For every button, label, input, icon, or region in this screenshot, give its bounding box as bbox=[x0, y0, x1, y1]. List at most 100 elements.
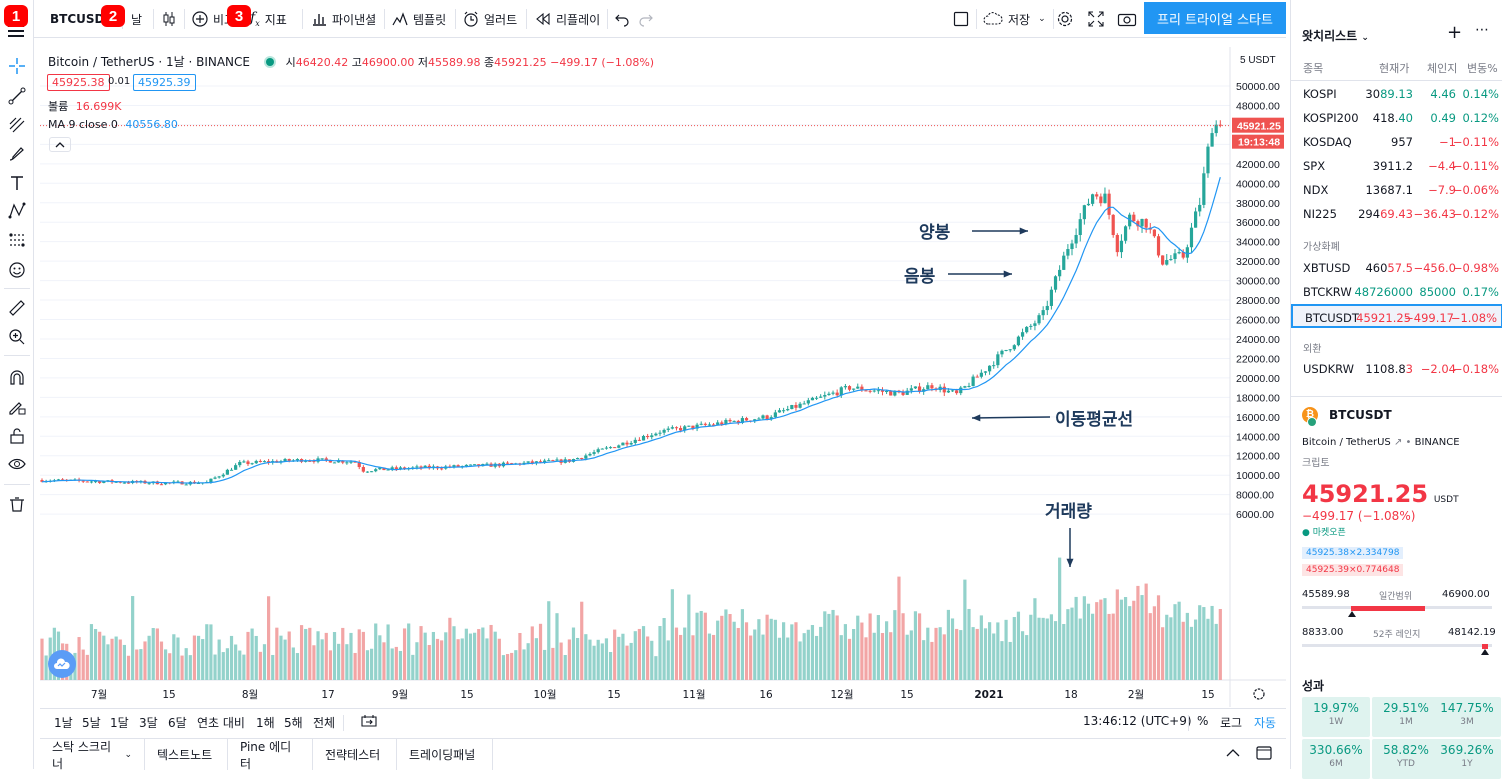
interval-button[interactable]: 날 bbox=[131, 12, 143, 27]
detail-name[interactable]: Bitcoin / TetherUS bbox=[1302, 437, 1391, 448]
watchlist-row-btcusdt[interactable]: BTCUSDT 45921.25 −499.17 −1.08% bbox=[1291, 304, 1502, 328]
fib-retracement-icon[interactable] bbox=[5, 113, 29, 137]
indicators-button[interactable]: ƒx 지표 bbox=[250, 0, 287, 38]
text-tool-icon[interactable] bbox=[5, 171, 29, 195]
axis-settings-gear-icon[interactable] bbox=[1253, 688, 1265, 700]
volume-bar bbox=[93, 629, 98, 680]
volume-bar bbox=[143, 641, 147, 680]
volume-bar bbox=[580, 601, 584, 680]
col-change[interactable]: 체인지 bbox=[1427, 62, 1458, 75]
add-symbol-button[interactable]: + bbox=[1447, 22, 1462, 43]
crosshair-icon[interactable] bbox=[5, 54, 29, 78]
tab-pine-editor[interactable]: Pine 에디터 bbox=[228, 739, 313, 771]
emoji-icon[interactable] bbox=[5, 258, 29, 282]
range-1m[interactable]: 1달 bbox=[110, 716, 129, 730]
chart-type-button[interactable] bbox=[160, 0, 178, 38]
candle-body bbox=[629, 442, 633, 445]
free-trial-button[interactable]: 프리 트라이얼 스타트 bbox=[1144, 2, 1286, 34]
trash-icon[interactable] bbox=[5, 492, 29, 516]
trend-line-icon[interactable] bbox=[5, 84, 29, 108]
symbol-search-button[interactable]: BTCUSDT bbox=[50, 12, 113, 26]
replay-button[interactable]: 리플레이 bbox=[534, 0, 600, 38]
range-1y[interactable]: 1해 bbox=[256, 716, 275, 730]
magnet-icon[interactable] bbox=[5, 366, 29, 390]
alert-button[interactable]: 얼러트 bbox=[462, 0, 517, 38]
lock-drawing-icon[interactable] bbox=[5, 395, 29, 419]
log-toggle[interactable]: 로그 bbox=[1220, 716, 1243, 730]
templates-button[interactable]: 템플릿 bbox=[391, 0, 446, 38]
clock-timezone[interactable]: 13:46:12 (UTC+9) bbox=[1083, 714, 1192, 728]
tab-text-notes[interactable]: 텍스트노트 bbox=[145, 739, 228, 770]
unlock-icon[interactable] bbox=[5, 424, 29, 448]
sell-price-box[interactable]: 45925.38 bbox=[47, 74, 110, 91]
volume-bar bbox=[847, 638, 852, 680]
brush-icon[interactable] bbox=[5, 142, 29, 166]
candle-body bbox=[40, 480, 44, 482]
watchlist-title[interactable]: 왓치리스트 ⌄ bbox=[1302, 27, 1369, 44]
candle-body bbox=[889, 391, 893, 396]
external-link-icon[interactable]: ↗ bbox=[1393, 437, 1406, 448]
range-ytd[interactable]: 연초 대비 bbox=[197, 716, 245, 730]
volume-bar bbox=[1210, 605, 1214, 680]
save-button[interactable]: 저장 ⌄ bbox=[982, 0, 1046, 38]
watchlist-row-kospi[interactable]: KOSPI 3089.13 4.46 0.14% bbox=[1291, 82, 1502, 106]
watchlist-row-spx[interactable]: SPX 3911.2 −4.4 −0.11% bbox=[1291, 154, 1502, 178]
financials-button[interactable]: 파이낸셜 bbox=[310, 0, 376, 38]
percent-toggle[interactable]: % bbox=[1197, 714, 1209, 728]
volume-bar bbox=[613, 629, 617, 680]
price-chart[interactable]: 50000.0048000.0046000.0044000.0042000.00… bbox=[40, 47, 1286, 707]
ruler-icon[interactable] bbox=[5, 296, 29, 320]
range-5y[interactable]: 5해 bbox=[284, 716, 303, 730]
buy-price-box[interactable]: 45925.39 bbox=[133, 74, 196, 91]
volume-bar bbox=[444, 632, 448, 680]
undo-button[interactable] bbox=[614, 0, 630, 38]
candle-body bbox=[983, 371, 988, 373]
eye-icon[interactable] bbox=[5, 452, 29, 476]
layout-button[interactable] bbox=[952, 0, 970, 38]
col-symbol[interactable]: 종목 bbox=[1303, 62, 1324, 75]
candle-body bbox=[56, 479, 61, 481]
panel-maximize-button[interactable] bbox=[1256, 746, 1272, 763]
prediction-icon[interactable] bbox=[5, 228, 29, 252]
watchlist-row-kosdaq[interactable]: KOSDAQ 957 −1 −0.11% bbox=[1291, 130, 1502, 154]
col-change-percent[interactable]: 변동% bbox=[1467, 62, 1498, 75]
watchlist-row-btckrw[interactable]: BTCKRW 48726000 85000 0.17% bbox=[1291, 280, 1502, 304]
candle-body bbox=[184, 484, 188, 486]
range-6m[interactable]: 6달 bbox=[168, 716, 187, 730]
watchlist-row-ndx[interactable]: NDX 13687.1 −7.9 −0.06% bbox=[1291, 178, 1502, 202]
goto-date-button[interactable] bbox=[361, 714, 377, 731]
watchlist-row-usdkrw[interactable]: USDKRW 1108.83 −2.04 −0.18% bbox=[1291, 357, 1502, 381]
range-5d[interactable]: 5날 bbox=[82, 716, 101, 730]
tab-trading-panel[interactable]: 트레이딩패널 bbox=[397, 739, 493, 770]
pattern-icon[interactable] bbox=[5, 199, 29, 223]
volume-bar bbox=[798, 641, 802, 680]
watchlist-row-kospi200[interactable]: KOSPI200 418.40 0.49 0.12% bbox=[1291, 106, 1502, 130]
price-tick-label: 48000.00 bbox=[1236, 100, 1280, 112]
tab-stock-screener[interactable]: 스탁 스크리너 ⌄ bbox=[40, 739, 145, 771]
volume-bar bbox=[633, 631, 637, 680]
tv-logo[interactable] bbox=[48, 650, 76, 678]
watchlist-row-xbtusd[interactable]: XBTUSD 46057.5 −456.0 −0.98% bbox=[1291, 256, 1502, 280]
col-price[interactable]: 현재가 bbox=[1379, 62, 1410, 75]
range-1d[interactable]: 1날 bbox=[54, 716, 73, 730]
cloud-icon bbox=[983, 12, 1003, 25]
zoom-in-icon[interactable] bbox=[5, 325, 29, 349]
range-all[interactable]: 전체 bbox=[313, 716, 336, 730]
redo-button[interactable] bbox=[638, 0, 654, 38]
range-3m[interactable]: 3달 bbox=[139, 716, 158, 730]
candle-body bbox=[765, 415, 769, 420]
auto-toggle[interactable]: 자동 bbox=[1254, 716, 1277, 730]
collapse-legend-button[interactable] bbox=[49, 137, 71, 152]
snapshot-button[interactable] bbox=[1117, 0, 1137, 38]
volume-bar bbox=[674, 627, 679, 680]
panel-collapse-button[interactable] bbox=[1226, 747, 1240, 761]
volume-bar bbox=[547, 601, 551, 680]
volume-bar bbox=[131, 596, 135, 680]
candle-body bbox=[707, 424, 712, 426]
tab-strategy-tester[interactable]: 전략테스터 bbox=[313, 739, 397, 770]
fullscreen-button[interactable] bbox=[1088, 0, 1104, 38]
settings-button[interactable] bbox=[1056, 0, 1074, 38]
watchlist-row-ni225[interactable]: NI225 29469.43 −36.43 −0.12% bbox=[1291, 202, 1502, 226]
chart-area[interactable]: 50000.0048000.0046000.0044000.0042000.00… bbox=[40, 47, 1286, 707]
more-options-button[interactable]: ⋯ bbox=[1475, 22, 1489, 38]
